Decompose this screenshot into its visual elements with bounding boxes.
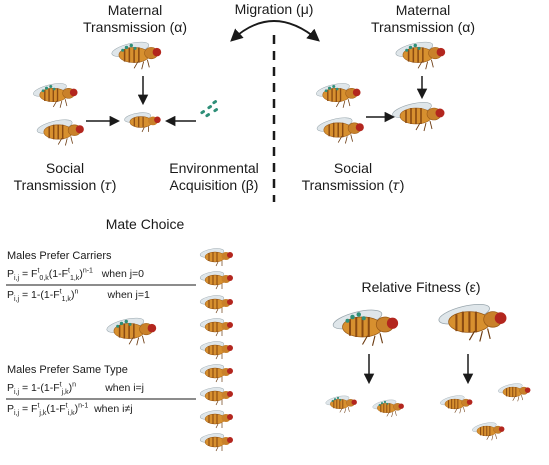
maternal-fly-right — [394, 39, 445, 69]
maternal-fly-left — [110, 39, 161, 69]
maternal-line1-left: Maternal — [107, 2, 163, 18]
offspring-carrier — [325, 394, 404, 417]
mate-choice-female-fly — [105, 315, 156, 345]
social-fly-right-2 — [315, 114, 365, 145]
maternal-line1-right: Maternal — [395, 2, 451, 18]
maternal-line2-left: Transmission (α) — [82, 19, 188, 35]
social-line1-left: Social — [45, 160, 85, 176]
carriers-heading: Males Prefer Carriers — [7, 250, 112, 262]
fitness-fly-noncarrier — [436, 299, 508, 343]
maternal-line2-right: Transmission (α) — [370, 19, 476, 35]
migration-label: Migration (μ) — [234, 1, 314, 17]
mate-choice-title: Mate Choice — [105, 216, 185, 232]
migration-arrow — [230, 20, 320, 42]
same-type-equation-2: Pi,j = Ftj,k(1-Fti,k)n-1 when i≠j — [7, 402, 133, 418]
maternal-label-left: Maternal Transmission (α) — [60, 2, 210, 36]
social-label-left: Social Transmission (𝜏) — [2, 160, 128, 194]
social-line1-right: Social — [333, 160, 373, 176]
male-fly-column — [198, 246, 234, 452]
bacteria-icon — [200, 100, 219, 118]
social-line2-left: Transmission (𝜏) — [13, 177, 117, 193]
offspring-noncarrier — [438, 381, 531, 441]
env-line1: Environmental — [169, 160, 259, 176]
social-label-right: Social Transmission (𝜏) — [290, 160, 416, 194]
maternal-label-right: Maternal Transmission (α) — [348, 2, 498, 36]
social-line2-right: Transmission (𝜏) — [301, 177, 405, 193]
same-type-heading: Males Prefer Same Type — [7, 364, 128, 376]
relative-fitness-title: Relative Fitness (ε) — [361, 279, 481, 295]
environmental-label: Environmental Acquisition (β) — [158, 160, 270, 194]
carriers-equation-2: Pi,j = 1-(1-Ft1,k)n when j=1 — [7, 288, 150, 304]
carriers-equation-1: Pi,j = Ft0,k(1-Ft1,k)n-1 when j=0 — [7, 267, 145, 283]
social-fly-left-1 — [32, 81, 77, 108]
env-line2: Acquisition (β) — [169, 177, 259, 193]
same-type-equation-1: Pi,j = 1-(1-Ftj,k)n when i=j — [7, 381, 145, 397]
fitness-fly-carrier — [331, 306, 398, 346]
social-fly-left-2 — [35, 116, 85, 147]
social-fly-right-1 — [315, 81, 360, 108]
center-fly-left — [123, 110, 162, 133]
center-fly-right — [390, 98, 446, 132]
